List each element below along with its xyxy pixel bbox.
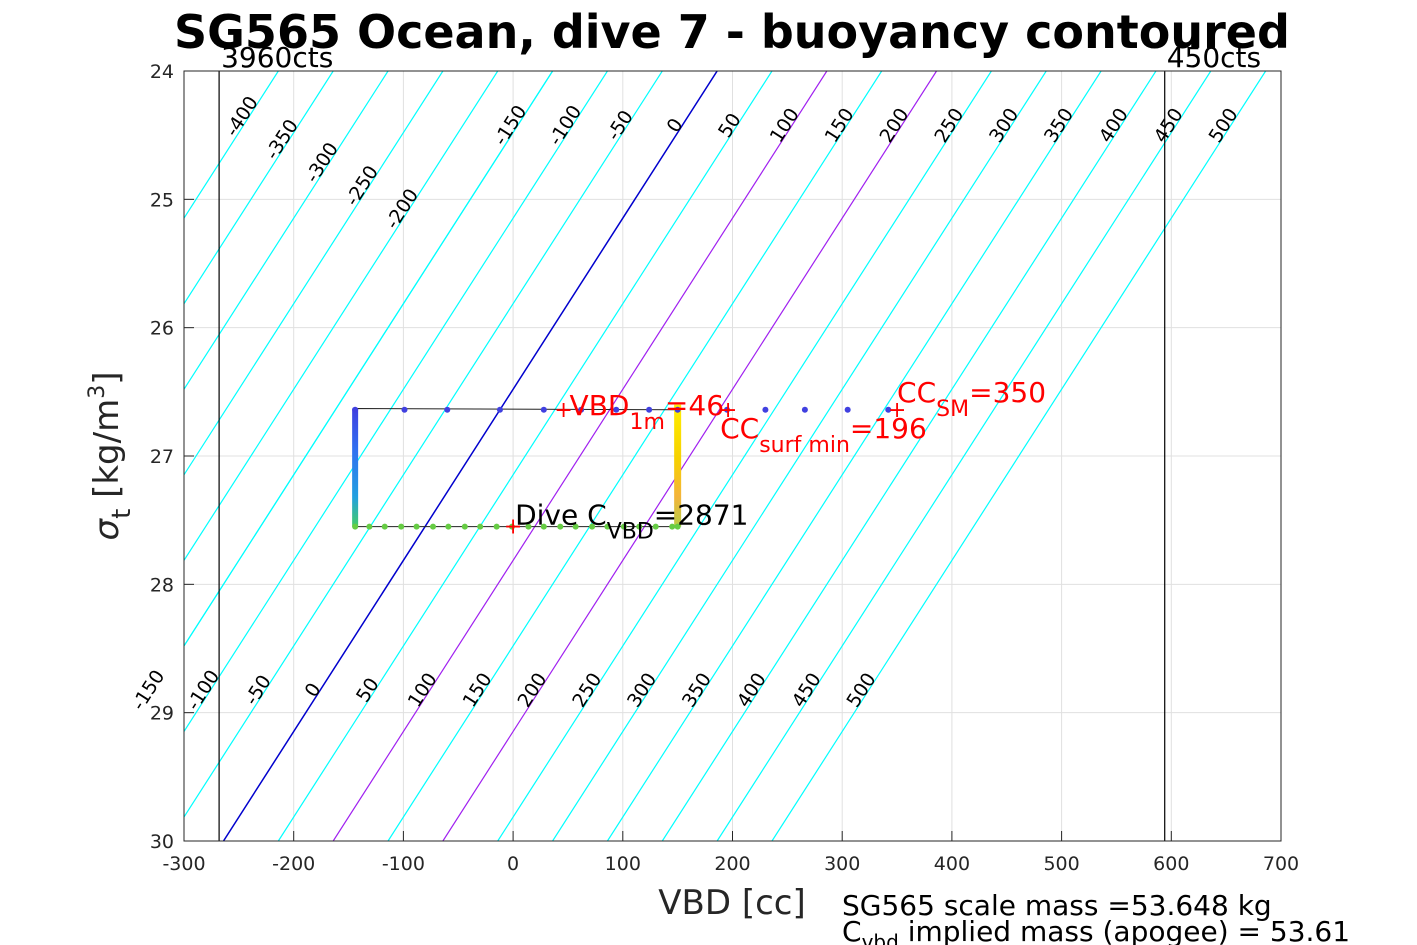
contour-line-50 [277, 71, 773, 841]
buoyancy-contours [184, 71, 1267, 841]
chart-title: SG565 Ocean, dive 7 - buoyancy contoured [174, 5, 1290, 59]
x-tick-label: 600 [1153, 853, 1189, 875]
ascent-column [674, 404, 682, 527]
contour-line-400 [661, 71, 1157, 841]
y-tick-label: 30 [150, 831, 174, 853]
y-tick-label: 28 [150, 574, 174, 596]
bottom-point [652, 523, 659, 530]
contour-line-450 [716, 71, 1212, 841]
axis-ticks: -300 -200 -100 0 100 200 300 400 500 600 700 24 25 26… [150, 61, 1299, 875]
descent-point [578, 406, 585, 413]
bottom-point [461, 523, 468, 530]
x-tick-label: -300 [162, 853, 205, 875]
bottom-point [572, 523, 579, 530]
x-axis-label: VBD [cc] [658, 883, 806, 923]
x-tick-label: 700 [1263, 853, 1299, 875]
contour-line--350 [184, 71, 334, 305]
y-tick-label: 24 [150, 61, 174, 83]
bottom-point [525, 523, 532, 530]
descent-point [674, 406, 681, 413]
descent-point [540, 406, 547, 413]
y-axis-label: σt [kg/m3] [85, 372, 137, 541]
bottom-point [493, 523, 500, 530]
descent-point [352, 406, 359, 413]
vbd-limit-lines: 3960cts 450cts [218, 41, 1261, 841]
x-tick-label: 400 [934, 853, 970, 875]
bottom-point [669, 523, 676, 530]
bottom-point [604, 523, 611, 530]
contour-line-350 [606, 71, 1102, 841]
descent-point [885, 406, 892, 413]
x-tick-label: -200 [272, 853, 315, 875]
descent-point [724, 406, 731, 413]
bottom-point [381, 523, 388, 530]
bottom-point [589, 523, 596, 530]
bottom-point [413, 523, 420, 530]
bottom-point [620, 523, 627, 530]
contour-line-150 [387, 71, 883, 841]
descent-point [801, 406, 808, 413]
x-tick-label: 300 [824, 853, 860, 875]
vbd-1m-label: VBD1m=46 [570, 389, 724, 435]
contour-line-100 [332, 71, 828, 841]
bottom-point [557, 523, 564, 530]
bottom-point [636, 523, 643, 530]
dive-c-vbd-marker: + [504, 515, 522, 540]
descent-point [762, 406, 769, 413]
bottom-point [445, 523, 452, 530]
bottom-point [352, 523, 359, 530]
vbd-1m-marker: + [554, 398, 572, 423]
contour-line--100 [184, 71, 608, 733]
descent-point [444, 406, 451, 413]
bottom-point [540, 523, 547, 530]
contour-line-0 [222, 71, 718, 841]
contour-line--200 [184, 71, 499, 562]
bottom-point [430, 523, 437, 530]
vbd-limit-label: 450cts [1167, 41, 1261, 74]
contour-line-250 [497, 71, 992, 841]
cc-sm-marker: + [888, 398, 906, 423]
bottom-point [674, 523, 681, 530]
footer-scale-mass: SG565 scale mass =53.648 kg [842, 889, 1272, 922]
annotations: +VBD1m=46 +CCSM=350+CCsurf min=196+Dive C… [504, 376, 1046, 545]
descent-point [646, 406, 653, 413]
y-tick-label: 26 [150, 318, 174, 340]
contour-line--250 [184, 71, 444, 476]
descent-point [496, 406, 503, 413]
contour-line--300 [184, 71, 389, 391]
bottom-point [366, 523, 373, 530]
dive-track [352, 404, 892, 530]
y-tick-label: 27 [150, 446, 174, 468]
dive-c-vbd-label: Dive CVBD=2871 [515, 499, 748, 545]
vbd-limit-label: 3960cts [221, 41, 333, 74]
descent-point [401, 406, 408, 413]
contour-line--50 [184, 71, 663, 819]
descent-column [352, 408, 359, 527]
cc-surf-min-marker: + [719, 398, 737, 423]
contour-line-500 [771, 71, 1267, 841]
footer-implied-mass: Cvbd implied mass (apogee) = 53.61 [842, 915, 1350, 945]
cc-surf-min-label: CCsurf min=196 [720, 412, 927, 458]
x-tick-label: 200 [714, 853, 750, 875]
contour-line--400 [184, 71, 279, 220]
x-tick-label: -100 [382, 853, 425, 875]
x-tick-label: 500 [1043, 853, 1079, 875]
bottom-point [477, 523, 484, 530]
bottom-point [398, 523, 405, 530]
y-tick-label: 25 [150, 189, 174, 211]
cc-sm-label: CCSM=350 [897, 376, 1046, 422]
descent-point [844, 406, 851, 413]
contour-line-300 [552, 71, 1047, 841]
x-tick-label: 0 [507, 853, 519, 875]
bottom-point [509, 523, 516, 530]
x-tick-label: 100 [605, 853, 641, 875]
contour-line--150 [184, 71, 554, 648]
contour-line-200 [442, 71, 938, 841]
descent-point [613, 406, 620, 413]
y-tick-label: 29 [150, 703, 174, 725]
